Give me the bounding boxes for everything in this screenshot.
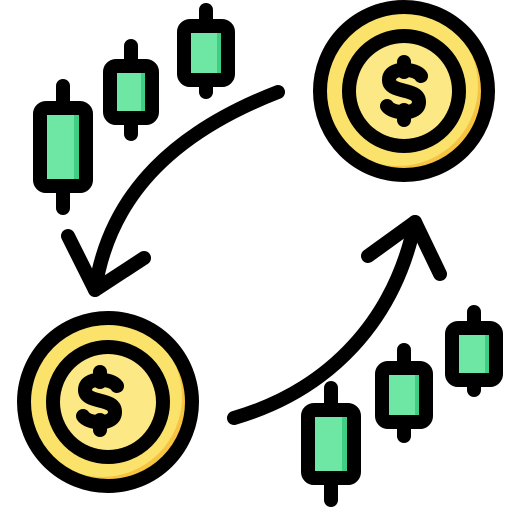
coin-icon — [17, 311, 199, 493]
candlestick — [177, 3, 235, 99]
candlestick — [301, 381, 361, 507]
candlestick — [33, 79, 93, 215]
dollar-sign-icon — [76, 365, 124, 437]
candlestick-chart-icon — [301, 305, 503, 507]
circular-exchange-arrows-icon — [61, 85, 447, 425]
coin-icon — [313, 0, 495, 182]
candlestick — [103, 39, 159, 141]
dollar-sign-icon — [380, 55, 428, 127]
candlestick — [375, 343, 433, 443]
arrow-down-left-icon — [61, 85, 285, 297]
candlestick-chart-icon — [33, 3, 235, 215]
candlestick — [445, 305, 503, 397]
arrow-up-right-icon — [227, 215, 447, 425]
